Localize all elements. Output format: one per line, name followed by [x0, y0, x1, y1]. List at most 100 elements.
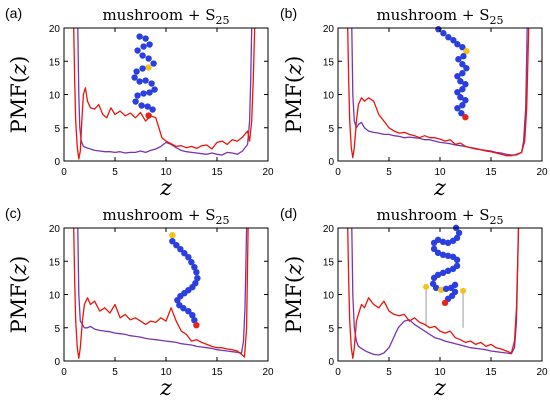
bead-blue	[430, 245, 438, 253]
chart-title-main: mushroom + S	[376, 6, 489, 24]
bead-blue	[139, 65, 146, 72]
y-tick-label: 5	[328, 324, 334, 335]
series-line-red	[73, 228, 249, 359]
chart-title: mushroom + S25	[102, 206, 229, 227]
x-axis-label: z	[433, 376, 446, 401]
molecule-illustration	[169, 232, 201, 329]
x-axis-label: z	[159, 176, 172, 201]
molecule-illustration	[423, 224, 467, 328]
y-tick-label: 20	[49, 24, 61, 35]
bead-blue	[180, 305, 187, 312]
chart-title-main: mushroom + S	[376, 206, 489, 224]
graft-head-right	[460, 287, 467, 294]
x-tick-label: 10	[160, 167, 172, 178]
chart-panel: 0 5 10 15 20 0 5 10 15 20 (c) mushroom + S25 PMF(z) z	[5, 205, 274, 401]
bead-blue	[459, 102, 466, 109]
x-axis-label: z	[159, 376, 172, 401]
bead-blue	[169, 238, 176, 245]
y-tick-label: 20	[49, 224, 61, 235]
x-tick-label: 5	[386, 367, 392, 378]
bead-blue	[439, 269, 447, 277]
bead-blue	[454, 105, 461, 112]
bead-blue	[439, 238, 447, 246]
molecule-illustration	[131, 33, 158, 119]
x-tick-label: 5	[112, 367, 118, 378]
bead-blue	[459, 86, 466, 93]
y-tick-label: 15	[49, 257, 61, 268]
bead-blue	[457, 94, 464, 101]
chart-panel: 0 5 10 15 20 0 5 10 15 20 (b) mushroom + S25 PMF(z) z	[280, 5, 548, 201]
y-tick-label: 10	[323, 291, 335, 302]
bead-blue	[193, 269, 200, 276]
x-tick-label: 5	[386, 167, 392, 178]
bead-blue	[136, 78, 143, 85]
bead-blue	[444, 252, 452, 260]
bead-blue	[191, 264, 198, 271]
y-tick-label: 0	[328, 357, 334, 368]
y-tick-label: 5	[54, 324, 60, 335]
panel-label: (b)	[280, 5, 297, 21]
panel-label: (a)	[5, 5, 22, 21]
bead-blue	[185, 254, 192, 261]
x-tick-label: 5	[112, 167, 118, 178]
y-axis-label: PMF(z)	[282, 56, 306, 134]
series-group	[73, 28, 256, 160]
bead-blue	[188, 259, 195, 266]
bead-blue	[148, 80, 155, 87]
bead-blue	[140, 43, 147, 50]
bead-blue	[449, 265, 457, 273]
bead-blue	[177, 246, 184, 253]
bead-blue	[173, 242, 180, 249]
plot-frame	[337, 27, 543, 162]
x-tick-label: 15	[211, 367, 223, 378]
bead-blue	[458, 110, 465, 117]
x-tick-label: 20	[262, 167, 274, 178]
bead-blue	[144, 103, 151, 110]
y-axis-label: PMF(z)	[282, 256, 306, 334]
y-tick-label: 10	[323, 91, 335, 102]
bead-blue	[450, 37, 457, 44]
bead-blue	[145, 55, 152, 62]
x-tick-label: 15	[485, 167, 497, 178]
chart-title-main: mushroom + S	[102, 206, 215, 224]
y-tick-label: 15	[49, 57, 61, 68]
bead-blue	[146, 41, 153, 48]
bead-blue	[439, 251, 447, 259]
x-axis-label: z	[433, 176, 446, 201]
series-line-purple	[77, 228, 248, 354]
bead-blue	[142, 35, 149, 42]
y-tick-label: 20	[323, 224, 335, 235]
bead-blue	[444, 267, 452, 275]
bead-blue	[150, 60, 157, 67]
bead-red	[193, 322, 200, 329]
bead-blue	[442, 285, 450, 293]
bead-blue	[185, 308, 192, 315]
series-line-red	[347, 28, 530, 159]
bead-blue	[174, 297, 181, 304]
x-tick-label: 0	[335, 167, 341, 178]
bead-red	[462, 114, 469, 121]
series-line-purple	[351, 28, 528, 156]
chart-title: mushroom + S25	[376, 206, 503, 227]
graft-head-left	[423, 283, 430, 290]
x-tick-label: 0	[61, 167, 67, 178]
y-tick-label: 15	[323, 57, 335, 68]
bead-blue	[191, 317, 198, 324]
x-tick-label: 20	[536, 167, 548, 178]
bead-yellow	[437, 286, 445, 294]
bead-blue	[181, 250, 188, 257]
chart-title: mushroom + S25	[102, 6, 229, 27]
y-tick-label: 0	[54, 357, 60, 368]
y-tick-label: 0	[54, 157, 60, 168]
chart-title-subscript: 25	[490, 214, 504, 227]
bead-yellow	[145, 64, 152, 71]
bead-blue	[435, 26, 442, 33]
x-tick-label: 10	[160, 367, 172, 378]
series-group	[347, 28, 530, 159]
bead-blue	[136, 33, 143, 40]
bead-yellow	[463, 48, 470, 55]
chart-panel: 0 5 10 15 20 0 5 10 15 20 (a) mushroom + S25 PMF(z) z	[5, 5, 274, 201]
bead-blue	[149, 106, 156, 113]
x-tick-label: 20	[262, 367, 274, 378]
